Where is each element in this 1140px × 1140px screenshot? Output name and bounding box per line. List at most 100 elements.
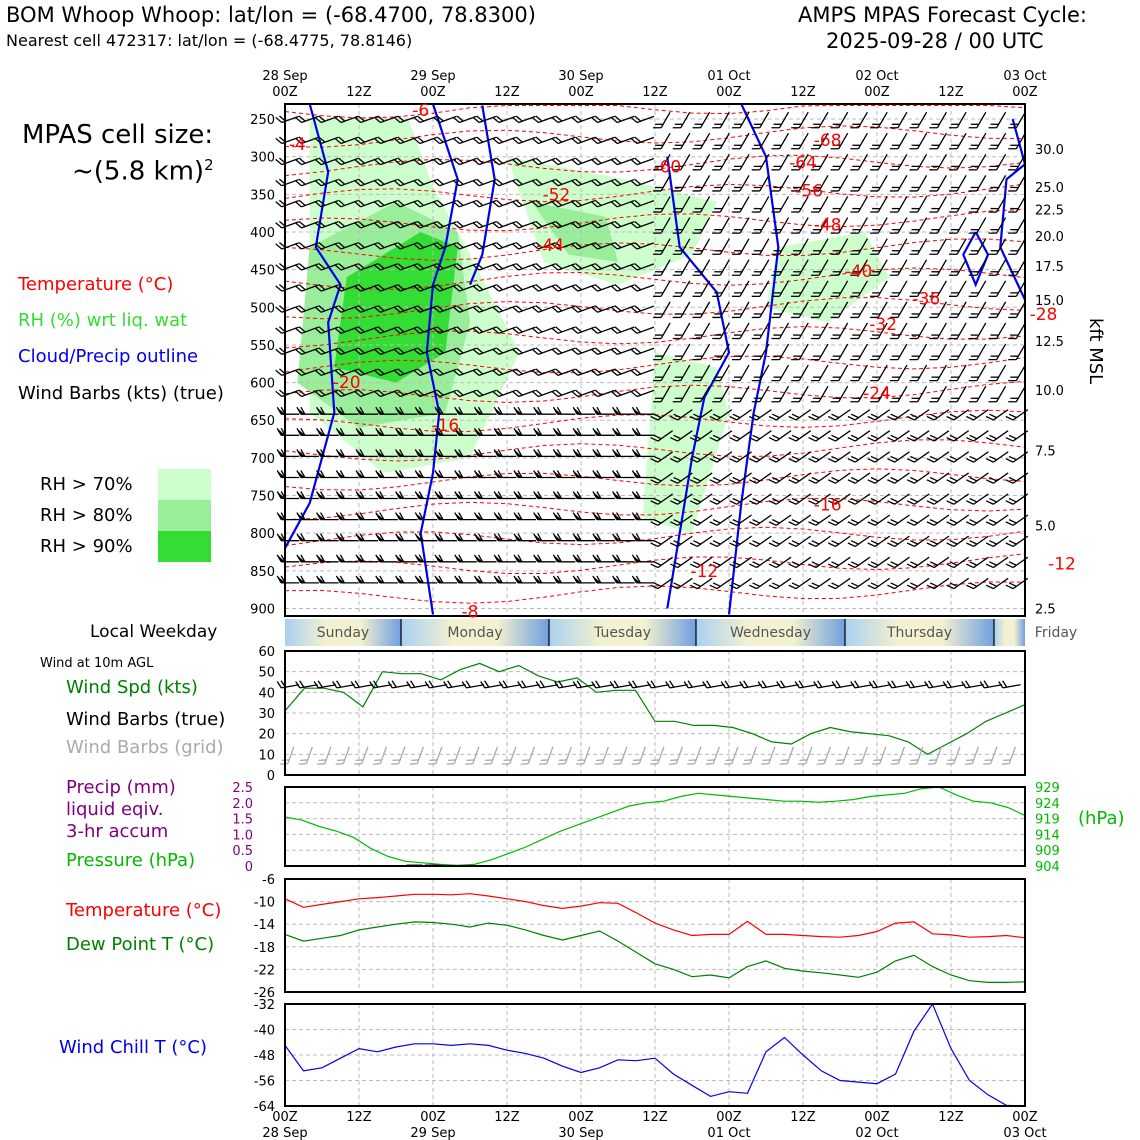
wind-barb-flag (847, 415, 856, 421)
wind-barb-flag (634, 368, 642, 375)
wind-barb-flag (634, 199, 642, 206)
wind-barb-flag (969, 561, 978, 566)
wind-barb (889, 385, 908, 403)
wind-barb (653, 153, 671, 171)
surface-wind-barb-flag (776, 681, 782, 689)
wind-barb-flag (338, 220, 346, 228)
wind-barb-flag (732, 582, 741, 587)
wind-barb (653, 196, 671, 213)
wind-barb-flag (590, 137, 598, 145)
wind-barb-flag (495, 284, 503, 291)
wind-barb-flag (614, 157, 622, 164)
wind-barb-flag (373, 116, 381, 124)
wind-barb-flag (852, 165, 861, 168)
wind-barb-flag (497, 427, 503, 436)
wind-barb-flag (673, 455, 682, 461)
wind-barb (751, 153, 770, 171)
pressure-line (284, 786, 1026, 867)
wind-barb-flag (590, 222, 598, 229)
wind-barb-shaft (838, 238, 849, 255)
wind-barb-flag (634, 157, 642, 164)
wind-barb-flag (771, 379, 780, 382)
wind-barb-flag (1008, 401, 1017, 403)
wind-barb-flag (889, 379, 898, 382)
wind-barb-shaft (759, 322, 770, 339)
wind-barb (771, 364, 790, 382)
surface-wind-barb (443, 680, 466, 689)
wind-barb-flag (497, 533, 503, 542)
wind-barb-shaft (897, 364, 908, 381)
wind-barb-flag (535, 326, 543, 333)
wind-barb (434, 470, 457, 479)
wind-barb (296, 449, 319, 458)
wind-barb-flag (298, 199, 306, 206)
wind-barb-pennant (553, 554, 562, 562)
wind-barb-flag (714, 271, 723, 273)
wind-barb-flag (379, 575, 385, 584)
wind-barb-flag (929, 497, 938, 503)
wind-barb (592, 470, 615, 479)
wind-barb-pennant (395, 407, 404, 415)
surface-wind-barb-flag (502, 763, 510, 765)
wind-barb-flag (850, 169, 859, 171)
surface-wind-barb-flag (614, 759, 623, 762)
wind-barb-flag (852, 292, 861, 294)
wind-barb-shaft (857, 385, 868, 403)
wind-barb-flag (555, 284, 563, 291)
wind-barb-shaft (857, 322, 868, 339)
wind-barb (375, 470, 398, 479)
surface-wind-barb (850, 680, 873, 689)
wind-barb-shaft (936, 259, 947, 276)
wind-barb-flag (634, 326, 642, 333)
wind-barb-shaft (1015, 385, 1026, 403)
wind-barb-flag (571, 285, 579, 292)
wind-barb-flag (393, 222, 401, 229)
surface-wind-barb-flag (632, 680, 638, 688)
surface-wind-barb-shaft (429, 684, 448, 689)
wind-barb-flag (985, 521, 994, 526)
wind-barb-flag (889, 190, 898, 192)
wind-barb-flag (614, 262, 622, 270)
wind-barb (810, 153, 829, 171)
wind-barb (672, 343, 691, 361)
wind-barb-flag (729, 458, 738, 463)
wind-barb-flag (870, 127, 879, 129)
wind-barb (395, 470, 418, 479)
wind-barb-flag (810, 190, 820, 192)
wind-barb (513, 406, 536, 415)
surface-wind-barb (702, 680, 725, 689)
wind-barb-flag (357, 284, 365, 291)
wind-barb-flag (653, 401, 662, 403)
wind-barb-pennant (612, 407, 621, 415)
wind-barb-pennant (395, 554, 404, 562)
wind-barb-flag (793, 186, 802, 189)
wind-panel-tick-label: 30 (258, 707, 275, 722)
wind-barb-flag (712, 379, 721, 382)
wind-barb-flag (655, 123, 664, 125)
wind-barb-pennant (296, 512, 305, 520)
wind-barb-flag (810, 148, 820, 150)
wind-barb-shaft (956, 280, 967, 297)
wind-barb-flag (399, 575, 405, 584)
wind-barb-pennant (553, 470, 562, 478)
wind-barb (731, 132, 750, 150)
wind-barb-flag (733, 144, 743, 146)
wind-barb (909, 196, 928, 213)
surface-wind-barb (905, 680, 929, 689)
wind-barb-flag (891, 271, 900, 273)
wind-barb-flag (1010, 376, 1019, 378)
wind-barb-flag (436, 368, 444, 375)
isotherm-label: -8 (462, 602, 479, 622)
top-hour-label: 00Z (568, 85, 594, 100)
wind-barb-shaft (798, 301, 809, 318)
wind-barb-flag (689, 415, 698, 421)
wind-barb-flag (300, 575, 306, 584)
wind-barb-flag (870, 316, 879, 319)
surface-wind-barb-shaft (910, 684, 929, 689)
wind-barb-flag (768, 415, 777, 421)
wind-barb-flag (831, 582, 840, 587)
wind-barb-flag (318, 326, 326, 333)
wind-barb-flag (653, 295, 662, 298)
wind-barb (672, 301, 691, 319)
wind-barb-flag (870, 413, 879, 419)
